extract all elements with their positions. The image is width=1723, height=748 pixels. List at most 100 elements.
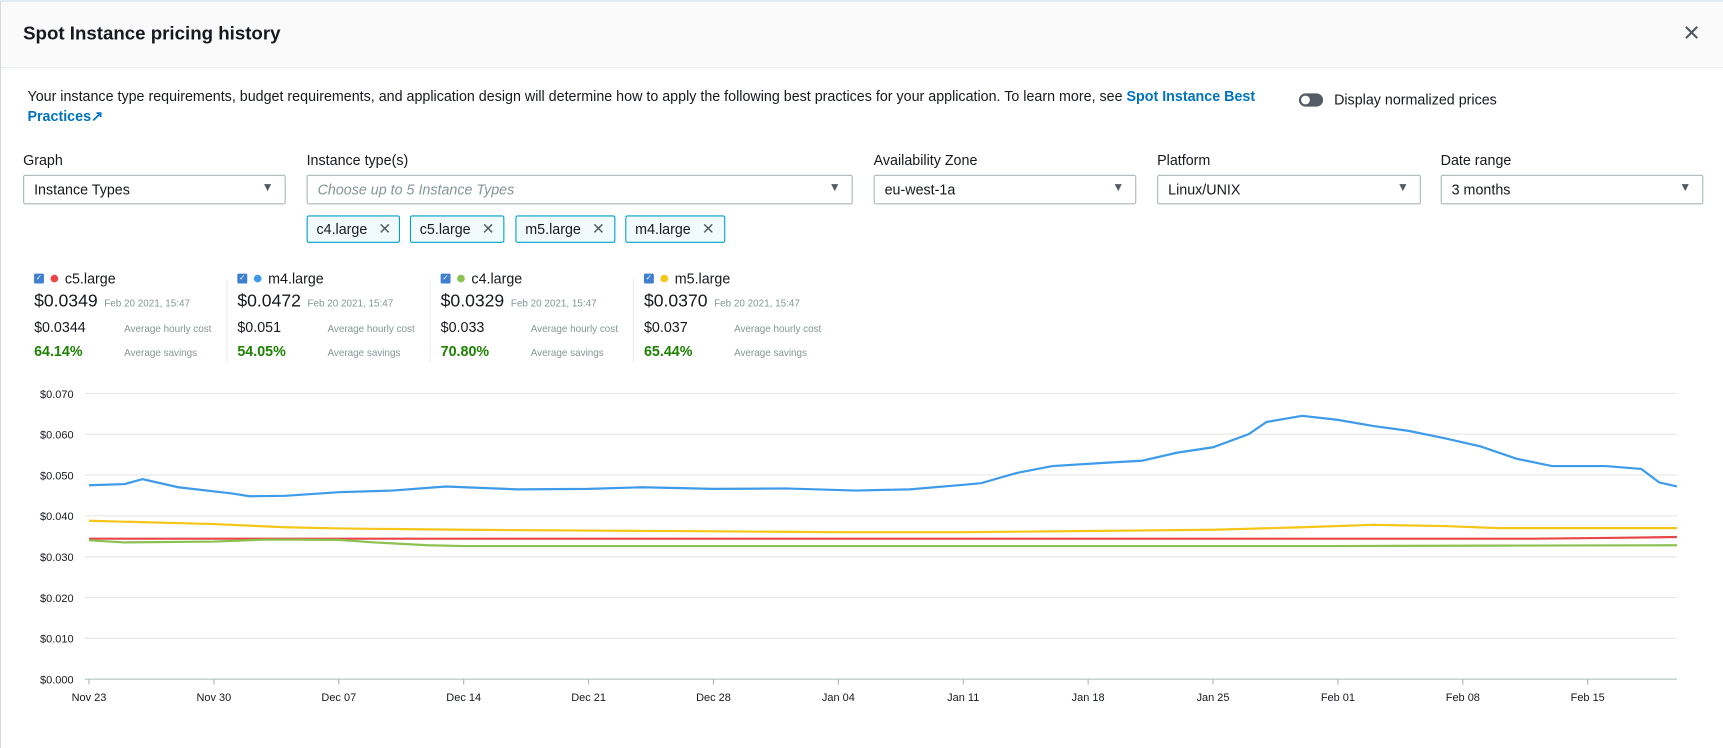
x-tick-label: Feb 15 xyxy=(1571,692,1605,704)
graph-select[interactable]: Instance Types ▼ xyxy=(23,174,286,205)
series-name: c4.large xyxy=(471,269,523,287)
price-timestamp: Feb 20 2021, 15:47 xyxy=(714,297,800,309)
normalized-prices-toggle[interactable]: Display normalized prices xyxy=(1298,91,1497,108)
y-tick-label: $0.010 xyxy=(40,634,74,646)
intro-body: Your instance type requirements, budget … xyxy=(27,87,1127,105)
graph-label: Graph xyxy=(23,151,63,169)
az-value: eu-west-1a xyxy=(884,181,956,198)
x-tick-label: Jan 18 xyxy=(1072,692,1105,704)
x-tick-label: Dec 14 xyxy=(446,692,481,704)
date-range-value: 3 months xyxy=(1451,181,1511,198)
series-name: m4.large xyxy=(268,269,324,287)
external-link-icon: ↗ xyxy=(91,107,104,125)
series-color-dot xyxy=(253,274,262,282)
y-tick-label: $0.030 xyxy=(40,552,74,564)
series-color-dot xyxy=(660,274,669,282)
caret-down-icon: ▼ xyxy=(261,181,274,195)
x-tick-label: Feb 08 xyxy=(1446,692,1480,704)
average-cost: $0.0344 xyxy=(34,318,86,336)
checkbox[interactable]: ✓ xyxy=(237,273,248,283)
divider xyxy=(632,279,635,363)
legend-item-c4-large: ✓ c4.large $0.0329 Feb 20 2021, 15:47 $0.0… xyxy=(440,269,644,360)
average-savings: 64.14% xyxy=(34,342,83,360)
y-tick-label: $0.040 xyxy=(40,511,74,523)
close-icon[interactable]: ✕ xyxy=(1682,21,1701,47)
series-line-c5-large xyxy=(89,535,1677,540)
token-m5-large: m5.large ✕ xyxy=(515,215,616,243)
average-savings-label: Average savings xyxy=(530,347,604,359)
token-m4-large: m4.large ✕ xyxy=(625,215,726,243)
legend-item-m4-large: ✓ m4.large $0.0472 Feb 20 2021, 15:47 $0.0… xyxy=(237,269,440,360)
token-label: c4.large xyxy=(316,220,368,238)
current-price: $0.0472 xyxy=(237,292,301,311)
checkbox[interactable]: ✓ xyxy=(440,273,451,283)
average-savings-label: Average savings xyxy=(327,347,401,359)
instance-types-select[interactable]: Choose up to 5 Instance Types ▼ xyxy=(306,174,853,205)
caret-down-icon: ▼ xyxy=(828,181,841,195)
current-price: $0.0329 xyxy=(440,292,505,311)
average-cost-label: Average hourly cost xyxy=(327,323,415,335)
dialog-header: Spot Instance pricing history ✕ xyxy=(1,2,1723,69)
token-label: c5.large xyxy=(419,220,471,238)
remove-icon[interactable]: ✕ xyxy=(701,219,715,238)
platform-select[interactable]: Linux/UNIX ▼ xyxy=(1157,174,1421,205)
token-c5-large: c5.large ✕ xyxy=(409,215,505,243)
current-price: $0.0349 xyxy=(34,292,98,311)
y-tick-label: $0.060 xyxy=(40,430,74,442)
price-timestamp: Feb 20 2021, 15:47 xyxy=(307,297,394,309)
checkbox[interactable]: ✓ xyxy=(643,273,654,283)
average-savings: 70.80% xyxy=(440,342,490,360)
current-price: $0.0370 xyxy=(643,292,708,311)
token-c4-large: c4.large ✕ xyxy=(306,215,400,243)
average-savings-label: Average savings xyxy=(124,347,198,359)
price-timestamp: Feb 20 2021, 15:47 xyxy=(104,297,191,309)
instance-types-placeholder: Choose up to 5 Instance Types xyxy=(317,181,515,198)
token-label: m5.large xyxy=(525,220,581,238)
series-color-dot xyxy=(50,274,59,282)
price-timestamp: Feb 20 2021, 15:47 xyxy=(510,297,597,309)
series-color-dot xyxy=(457,274,465,282)
remove-icon[interactable]: ✕ xyxy=(378,219,392,238)
average-cost-label: Average hourly cost xyxy=(734,323,822,335)
x-tick-label: Dec 21 xyxy=(571,692,606,704)
az-label: Availability Zone xyxy=(873,151,978,169)
y-tick-label: $0.000 xyxy=(40,675,74,687)
series-name: m5.large xyxy=(674,269,731,287)
legend-item-m5-large: ✓ m5.large $0.0370 Feb 20 2021, 15:47 $0.0… xyxy=(643,269,847,360)
best-practices-link[interactable]: Spot Instance Best Practices↗ xyxy=(27,88,1255,124)
remove-icon[interactable]: ✕ xyxy=(591,219,605,238)
graph-value: Instance Types xyxy=(34,181,130,198)
series-line-m5-large xyxy=(88,519,1677,534)
x-tick-label: Feb 01 xyxy=(1321,692,1355,704)
platform-label: Platform xyxy=(1157,151,1211,169)
series-name: c5.large xyxy=(64,269,116,287)
caret-down-icon: ▼ xyxy=(1396,181,1409,195)
series-line-c4-large xyxy=(88,538,1677,548)
caret-down-icon: ▼ xyxy=(1112,181,1125,195)
az-select[interactable]: eu-west-1a ▼ xyxy=(873,174,1137,205)
series-line-m4-large xyxy=(88,414,1678,498)
checkbox[interactable]: ✓ xyxy=(34,273,44,283)
divider xyxy=(226,279,228,363)
average-savings-label: Average savings xyxy=(734,347,808,359)
instance-types-label: Instance type(s) xyxy=(306,151,409,169)
platform-value: Linux/UNIX xyxy=(1168,181,1241,198)
intro-text: Your instance type requirements, budget … xyxy=(27,87,1280,127)
x-tick-label: Nov 23 xyxy=(72,692,107,704)
average-cost-label: Average hourly cost xyxy=(124,323,212,335)
average-savings: 54.05% xyxy=(237,342,286,360)
average-cost: $0.037 xyxy=(643,318,688,336)
y-tick-label: $0.070 xyxy=(40,389,74,401)
x-tick-label: Jan 04 xyxy=(822,692,855,704)
dialog-title: Spot Instance pricing history xyxy=(23,23,281,44)
toggle-switch[interactable] xyxy=(1298,92,1324,107)
remove-icon[interactable]: ✕ xyxy=(481,219,495,238)
average-cost: $0.033 xyxy=(440,318,485,336)
x-tick-label: Jan 25 xyxy=(1197,692,1230,704)
y-tick-label: $0.020 xyxy=(40,593,74,605)
divider xyxy=(429,279,431,363)
average-cost: $0.051 xyxy=(237,318,282,336)
x-tick-label: Dec 07 xyxy=(321,692,356,704)
date-range-select[interactable]: 3 months ▼ xyxy=(1440,174,1704,205)
